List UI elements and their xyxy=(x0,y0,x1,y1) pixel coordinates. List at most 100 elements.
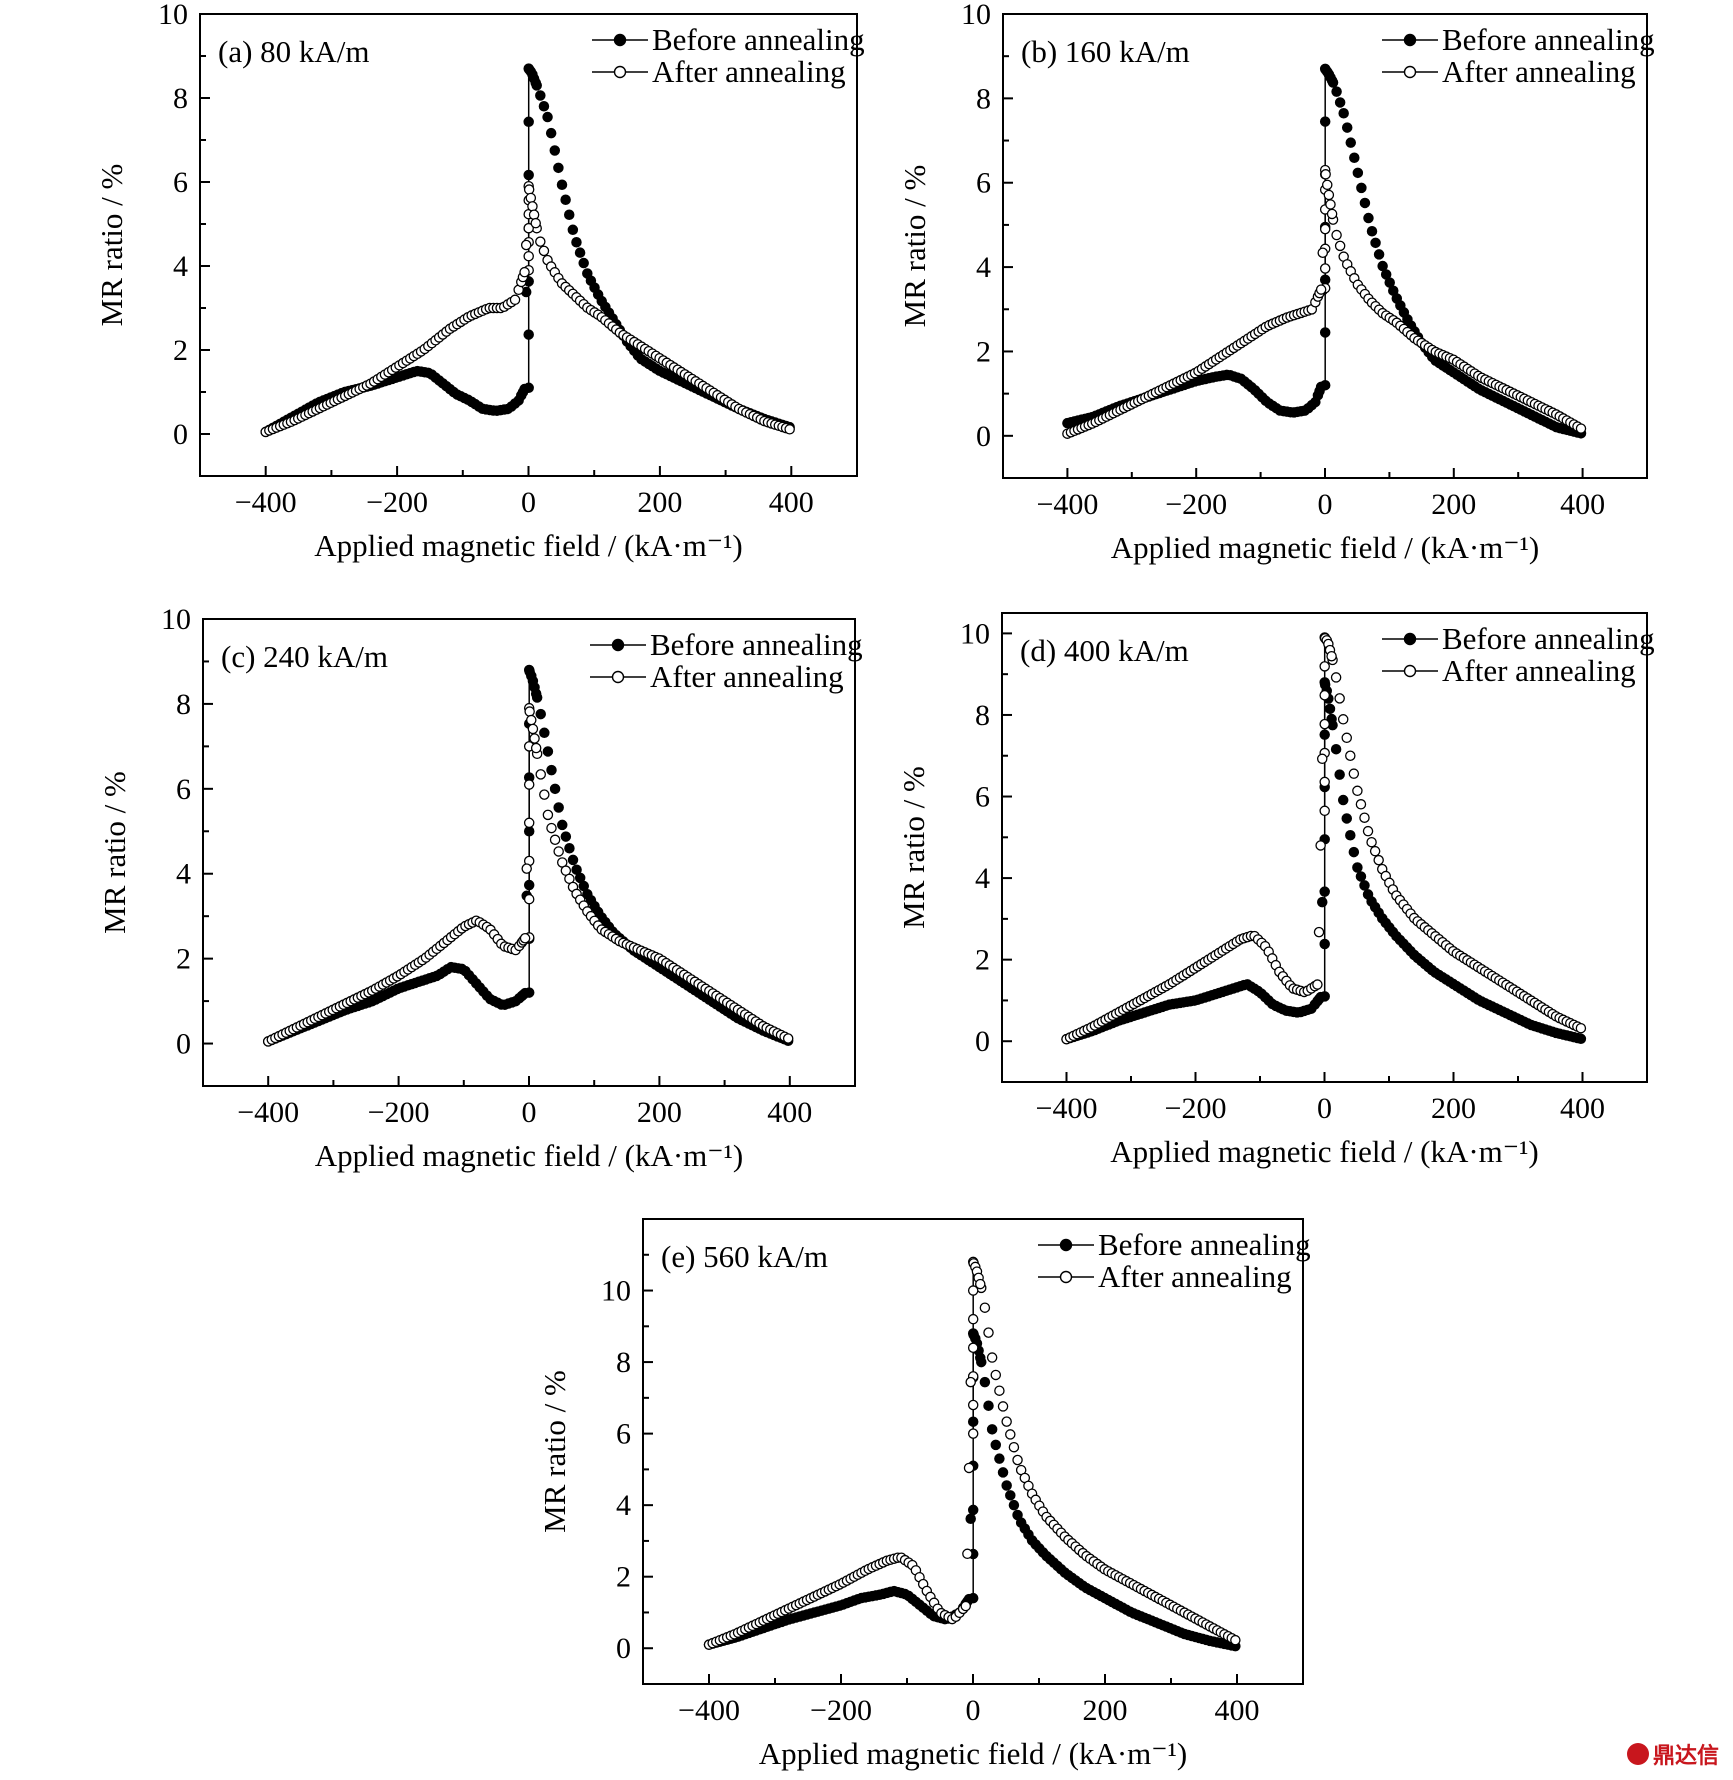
after-annealing-point xyxy=(529,733,540,744)
before-annealing-point xyxy=(994,1453,1005,1464)
after-annealing-point xyxy=(1319,805,1330,817)
before-annealing-point xyxy=(567,224,579,236)
after-annealing-point xyxy=(1319,661,1330,672)
after-annealing-point xyxy=(1230,1634,1241,1646)
after-annealing-point xyxy=(1575,423,1587,434)
y-tick-label: 0 xyxy=(176,1028,191,1061)
y-tick-label: 4 xyxy=(976,251,991,284)
y-tick-label: 4 xyxy=(176,858,191,891)
data-layer xyxy=(262,664,794,1047)
before-annealing-point xyxy=(542,746,554,757)
after-annealing-point xyxy=(1355,799,1367,810)
after-annealing-point xyxy=(1005,1429,1016,1440)
data-layer xyxy=(1062,63,1587,439)
x-tick-label: 0 xyxy=(1317,1092,1332,1125)
before-annealing-point xyxy=(1363,212,1374,224)
before-annealing-point xyxy=(530,77,541,89)
x-tick-label: −200 xyxy=(810,1694,872,1727)
y-tick-label: 8 xyxy=(976,82,991,115)
before-annealing-point xyxy=(1315,991,1326,1003)
before-annealing-point xyxy=(1352,862,1363,873)
after-annealing-point xyxy=(1315,840,1326,851)
panel-label: (e) 560 kA/m xyxy=(661,1239,828,1274)
legend-open-marker xyxy=(1059,1270,1073,1284)
after-annealing-point xyxy=(994,1385,1005,1396)
after-annealing-point xyxy=(963,1462,975,1474)
y-axis-title: MR ratio / % xyxy=(537,1370,572,1533)
y-tick-label: 6 xyxy=(616,1418,631,1451)
before-annealing-point xyxy=(519,987,531,999)
after-annealing-point xyxy=(553,846,564,857)
y-axis-title: MR ratio / % xyxy=(897,165,932,328)
y-tick-label: 10 xyxy=(961,0,991,31)
x-axis-title: Applied magnetic field / (kA·m⁻¹) xyxy=(759,1736,1188,1771)
before-annealing-point xyxy=(535,90,546,101)
legend-filled-marker xyxy=(1059,1238,1073,1252)
legend-open-marker xyxy=(613,65,627,79)
before-annealing-point xyxy=(975,1352,986,1364)
y-tick-label: 6 xyxy=(173,166,188,199)
before-annealing-point xyxy=(1324,703,1336,715)
x-tick-label: −400 xyxy=(237,1096,299,1129)
watermark-text: 鼎达信 xyxy=(1652,1744,1719,1769)
before-annealing-point xyxy=(1331,86,1342,97)
after-annealing-point xyxy=(1334,240,1346,252)
after-annealing-point xyxy=(975,1278,986,1290)
before-annealing-point xyxy=(979,1376,991,1388)
after-annealing-point xyxy=(1317,247,1328,258)
before-annealing-point xyxy=(965,1513,976,1524)
after-annealing-point xyxy=(1319,689,1330,701)
after-annealing-point xyxy=(1330,672,1342,683)
after-annealing-point xyxy=(535,236,546,247)
before-annealing-point xyxy=(571,237,582,248)
after-annealing-point xyxy=(967,1428,979,1439)
after-annealing-point xyxy=(1323,189,1335,201)
before-annealing-point xyxy=(1316,896,1328,908)
before-annealing-point xyxy=(523,116,534,128)
after-annealing-point xyxy=(521,863,532,874)
x-tick-label: −200 xyxy=(1165,1092,1227,1125)
before-annealing-point xyxy=(523,169,534,181)
after-annealing-point xyxy=(520,239,532,251)
after-annealing-point xyxy=(1331,229,1342,241)
legend-label: Before annealing xyxy=(1442,621,1655,656)
after-annealing-point xyxy=(1326,208,1338,220)
legend-label: After annealing xyxy=(1442,653,1636,688)
before-annealing-point xyxy=(997,1467,1009,1478)
after-annealing-point xyxy=(542,809,554,821)
y-tick-label: 2 xyxy=(616,1561,631,1594)
after-annealing-point xyxy=(1315,284,1327,295)
after-annealing-point xyxy=(990,1369,1002,1381)
x-tick-label: 400 xyxy=(767,1096,812,1129)
after-annealing-point xyxy=(527,201,538,212)
after-annealing-point xyxy=(1322,179,1333,191)
x-tick-label: −200 xyxy=(1165,488,1227,521)
legend-filled-marker xyxy=(611,638,625,652)
before-annealing-point xyxy=(556,179,568,190)
after-annealing-point xyxy=(538,245,550,257)
chart-panel: −400 −200 0 200 400 0 2 4 6 8 10 Applied magnetic f… xyxy=(537,1218,1311,1771)
x-tick-label: 0 xyxy=(521,486,536,519)
before-annealing-point xyxy=(542,111,553,123)
after-annealing-point xyxy=(519,266,530,278)
before-annealing-point xyxy=(1337,794,1349,806)
y-tick-label: 2 xyxy=(976,335,991,368)
after-annealing-point xyxy=(979,1302,991,1313)
before-annealing-point xyxy=(1334,97,1346,108)
watermark: 鼎达信 xyxy=(1626,1738,1719,1770)
before-annealing-point xyxy=(539,727,550,739)
after-annealing-point xyxy=(1312,979,1323,990)
after-annealing-point xyxy=(526,714,537,726)
legend-label: Before annealing xyxy=(652,22,865,57)
after-annealing-point xyxy=(1326,650,1337,662)
after-annealing-point xyxy=(1313,926,1325,938)
after-annealing-point xyxy=(527,723,539,735)
chart-panel: −400 −200 0 200 400 0 2 4 6 8 10 Applied magnetic f… xyxy=(897,0,1655,565)
before-annealing-point xyxy=(549,145,561,156)
before-annealing-point xyxy=(1001,1480,1012,1491)
before-annealing-point xyxy=(567,854,579,866)
x-tick-label: −200 xyxy=(366,486,428,519)
legend-label: Before annealing xyxy=(1098,1227,1311,1262)
legend-open-marker xyxy=(1403,65,1417,79)
before-annealing-point xyxy=(1352,167,1364,179)
